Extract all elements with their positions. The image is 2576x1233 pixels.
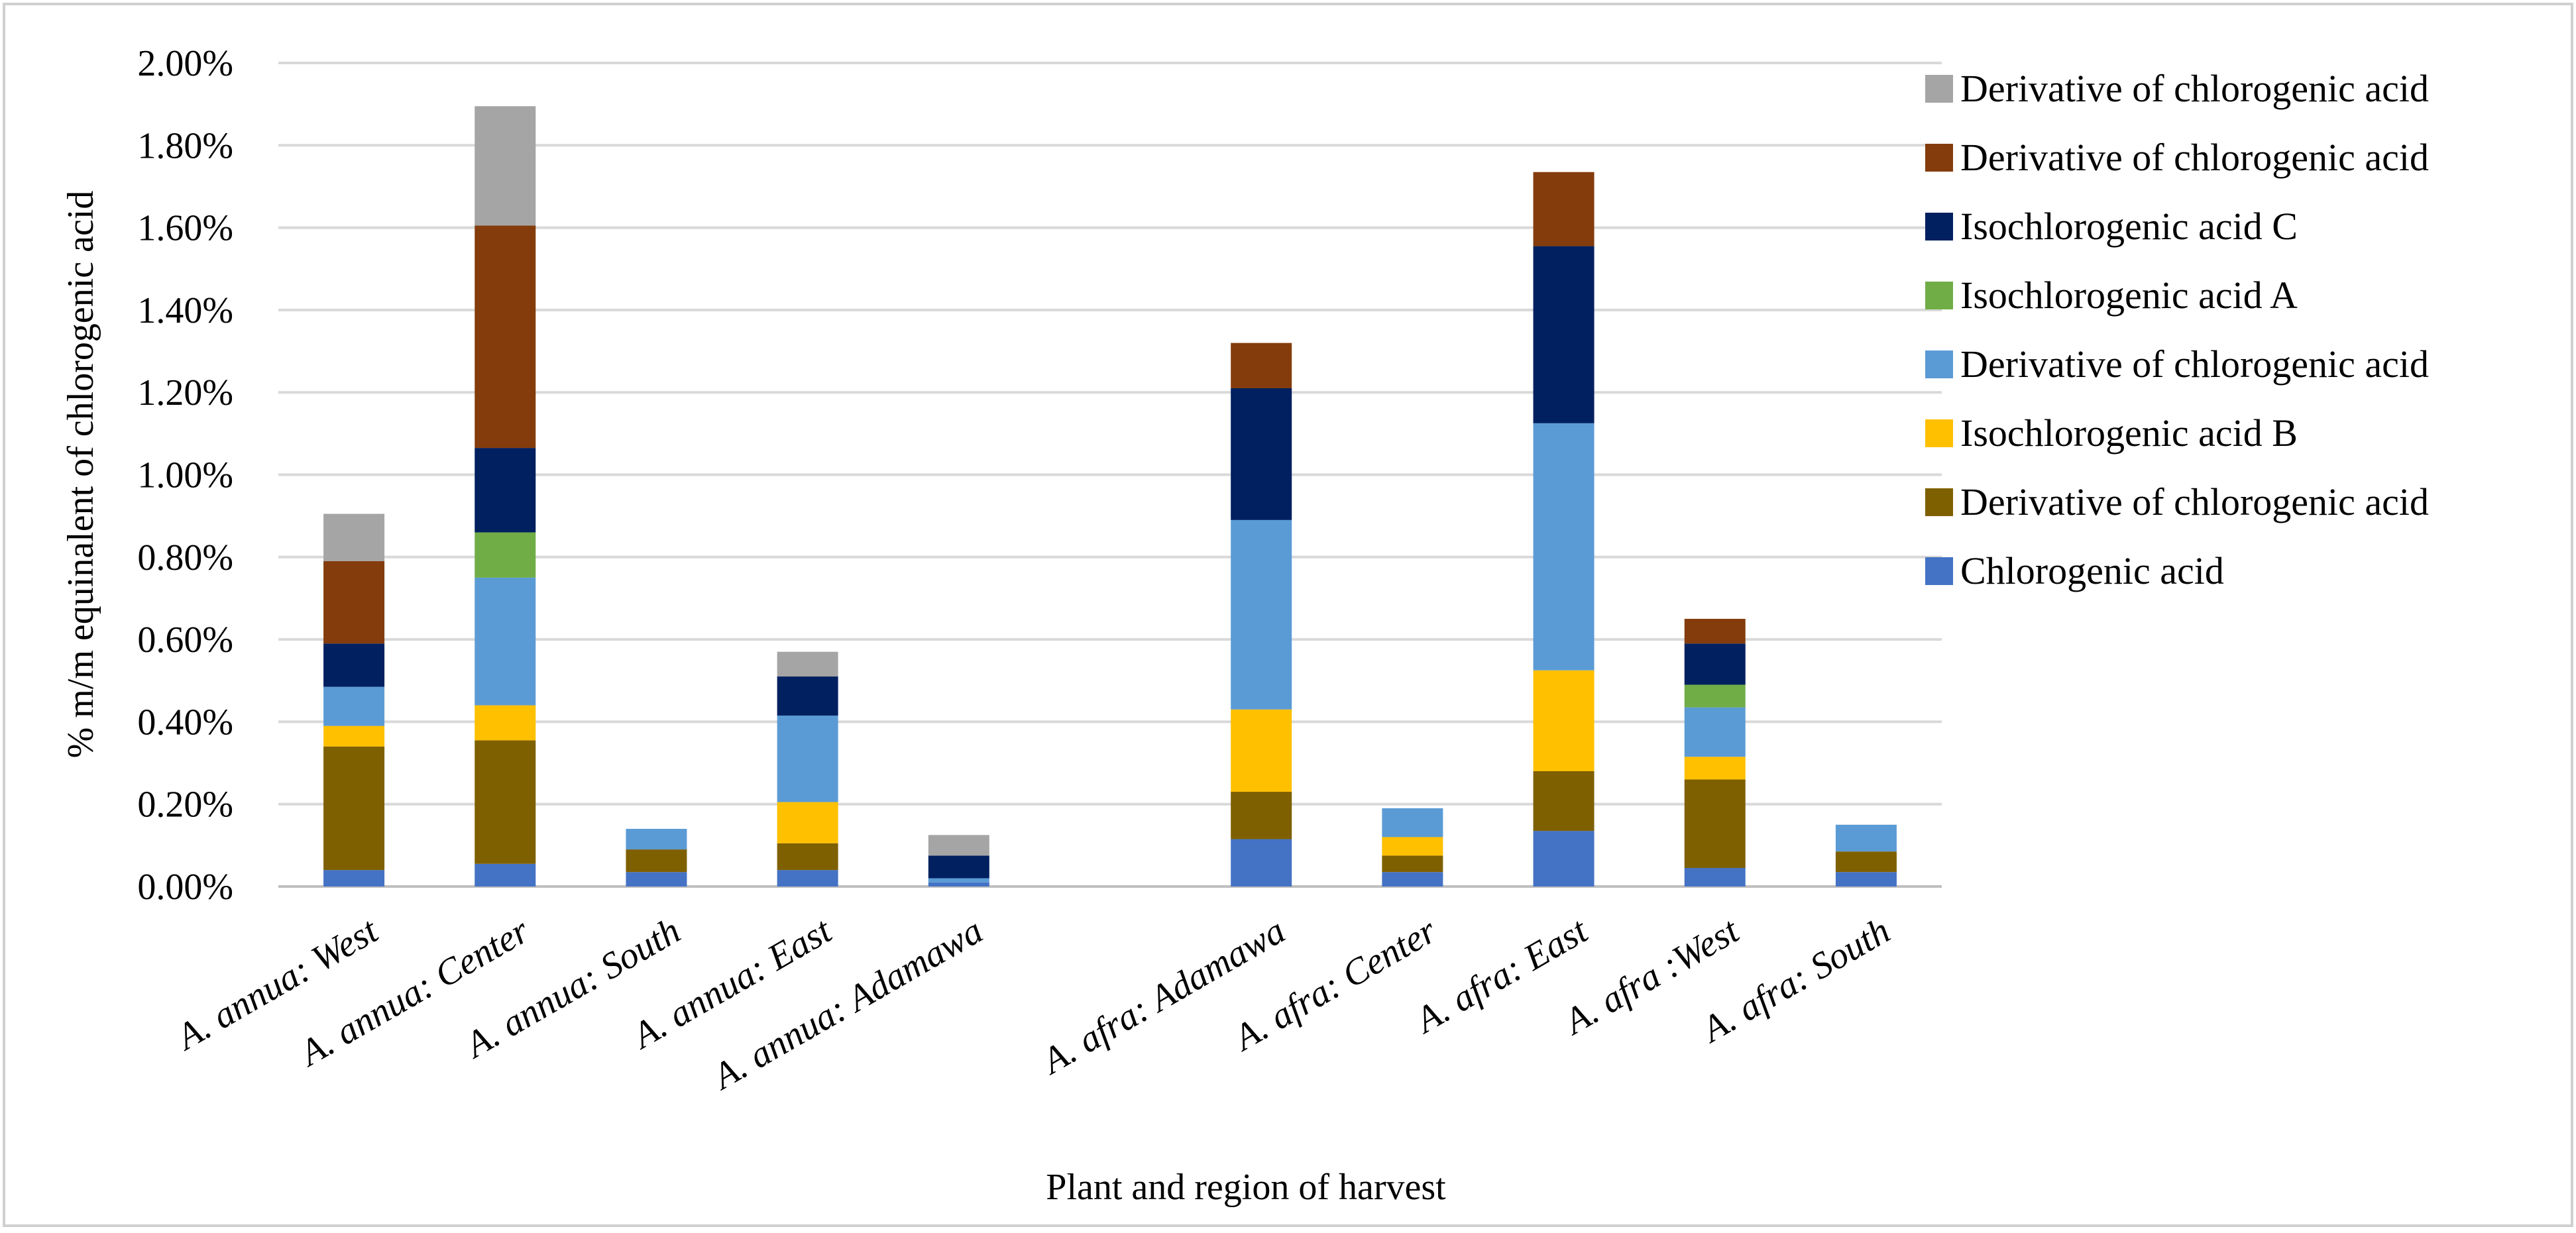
bar-segment: [475, 577, 536, 706]
legend-label: Derivative of chlorogenic acid: [1960, 136, 2429, 179]
legend-label: Derivative of chlorogenic acid: [1960, 480, 2429, 523]
bar-segment: [475, 106, 536, 226]
legend: Derivative of chlorogenic acid Derivative…: [1925, 67, 2429, 592]
legend-swatch: [1925, 419, 1953, 447]
legend-swatch: [1925, 350, 1953, 378]
bar-segment: [1231, 792, 1292, 839]
bar-segment: [475, 863, 536, 886]
y-tick-label: 1.60%: [137, 208, 233, 249]
bar-segment: [323, 870, 385, 886]
bar-segment: [626, 828, 687, 850]
bar-segment: [1684, 684, 1746, 708]
bar-segment: [928, 882, 989, 886]
bar-segment: [1835, 872, 1897, 886]
bar-segment: [323, 686, 385, 726]
bar-segment: [323, 561, 385, 644]
y-tick-label: 0.20%: [137, 784, 233, 826]
bar-segment: [323, 746, 385, 871]
y-tick-label: 1.00%: [137, 455, 233, 496]
legend-swatch: [1925, 557, 1953, 585]
bar-segment: [928, 855, 989, 879]
bar-segment: [777, 716, 838, 802]
bar-segment: [1533, 172, 1595, 246]
legend-swatch: [1925, 75, 1953, 103]
bar-segment: [626, 849, 687, 873]
bar-segment: [323, 643, 385, 687]
bar-segment: [1382, 808, 1443, 837]
legend-swatch: [1925, 213, 1953, 241]
bar-segment: [1684, 707, 1746, 757]
legend-label: Isochlorogenic acid B: [1960, 411, 2298, 455]
bar-segment: [475, 532, 536, 578]
y-tick-label: 1.20%: [137, 372, 233, 413]
y-tick-label: 1.40%: [137, 290, 233, 331]
bar-segment: [475, 740, 536, 864]
bar-segment: [626, 872, 687, 886]
bar-segment: [1231, 839, 1292, 886]
bar-segment: [475, 705, 536, 741]
legend-label: Isochlorogenic acid C: [1960, 205, 2298, 248]
y-axis-title: % m/m equinalent of chlorogenic acid: [60, 191, 101, 759]
legend-label: Chlorogenic acid: [1960, 549, 2224, 592]
bar-segment: [1382, 872, 1443, 886]
y-axis-ticks: 0.00% 0.20% 0.40% 0.60% 0.80% 1.00% 1.20% 1.40%…: [137, 43, 233, 908]
bar-segment: [1231, 709, 1292, 792]
legend-swatch: [1925, 282, 1953, 309]
legend-swatch: [1925, 144, 1953, 172]
bar-segment: [1835, 824, 1897, 852]
bar-segment: [1684, 868, 1746, 886]
bar-segment: [1231, 519, 1292, 710]
bar-segment: [1533, 670, 1595, 771]
bar-segment: [1533, 246, 1595, 423]
gridlines: [278, 62, 1942, 888]
bar-segment: [1382, 855, 1443, 873]
bar-segment: [1684, 779, 1746, 869]
y-tick-label: 0.00%: [137, 867, 233, 908]
legend-label: Derivative of chlorogenic acid: [1960, 67, 2429, 110]
bar-segment: [1684, 757, 1746, 780]
legend-label: Isochlorogenic acid A: [1960, 274, 2298, 317]
y-tick-label: 1.80%: [137, 125, 233, 166]
bars: [323, 106, 1897, 886]
bar-segment: [323, 513, 385, 562]
bar-segment: [1533, 831, 1595, 886]
bar-segment: [777, 843, 838, 871]
bar-segment: [1231, 343, 1292, 388]
bar-segment: [1684, 619, 1746, 644]
bar-segment: [928, 835, 989, 856]
y-tick-label: 0.60%: [137, 619, 233, 661]
bar-segment: [928, 878, 989, 883]
bar-segment: [1533, 423, 1595, 670]
bar-segment: [1835, 851, 1897, 873]
bar-segment: [475, 448, 536, 533]
bar-segment: [1533, 771, 1595, 831]
bar-segment: [475, 225, 536, 449]
bar-segment: [777, 802, 838, 843]
legend-swatch: [1925, 488, 1953, 516]
bar-segment: [777, 651, 838, 677]
legend-label: Derivative of chlorogenic acid: [1960, 343, 2429, 386]
bar-segment: [777, 676, 838, 716]
bar-segment: [323, 725, 385, 747]
x-axis-title: Plant and region of harvest: [1046, 1167, 1446, 1208]
bar-segment: [1382, 837, 1443, 856]
bar-segment: [1684, 643, 1746, 685]
y-tick-label: 2.00%: [137, 43, 233, 84]
y-tick-label: 0.80%: [137, 537, 233, 578]
bar-segment: [1231, 388, 1292, 520]
bar-segment: [777, 870, 838, 886]
y-tick-label: 0.40%: [137, 702, 233, 743]
